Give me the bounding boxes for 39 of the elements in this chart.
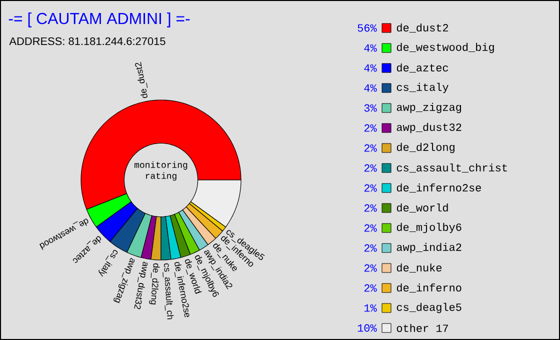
text: de_d2long [149,263,160,304]
data-label: 2% [364,284,377,292]
data-label: 2% [364,224,377,232]
data-label: 2% [364,244,377,252]
data-label: 56% [358,24,377,32]
legend-label: de_inferno [396,283,462,293]
legend-label: awp_zigzag [396,102,462,114]
data-label: 4% [364,84,377,92]
legend-label: cs_italy [396,82,448,94]
chart-title: -= [ CAUTAM ADMINI ] =- [8,12,190,28]
legend-label: other 17 [396,324,448,332]
legend-label: de_inferno2se [396,183,481,193]
data-label: 4% [364,44,377,52]
data-label: 2% [364,184,377,192]
data-label: 1% [364,304,377,312]
data-label: 2% [364,164,377,172]
legend-label: de_world [396,203,448,213]
legend-label: awp_dust32 [396,122,462,134]
legend-label: de_mjolby6 [396,222,462,234]
text: cs_assault_ch [162,263,174,320]
legend-label: de_aztec [396,63,448,73]
data-label: 2% [364,264,377,272]
data-label: 2% [364,124,377,132]
legend-label: de_d2long [396,142,454,154]
text: de_dust2 [135,62,148,98]
text: monitoring rating [134,161,188,181]
legend-label: cs_assault_christ [396,163,507,173]
text: ADDRESS: 81.181.244.6:27015 [9,37,166,46]
data-label: 2% [364,204,377,212]
legend-label: awp_india2 [396,242,462,254]
legend-label: de_westwood_big [396,42,494,54]
text: awp_dust32 [134,262,148,310]
legend-label: de_nuke [396,263,442,273]
data-label: 4% [364,64,377,72]
data-label: 10% [358,324,377,332]
legend-label: de_dust2 [396,23,448,33]
legend-label: cs_deagle5 [396,302,462,314]
data-label: 3% [364,104,377,112]
data-label: 2% [364,144,377,152]
